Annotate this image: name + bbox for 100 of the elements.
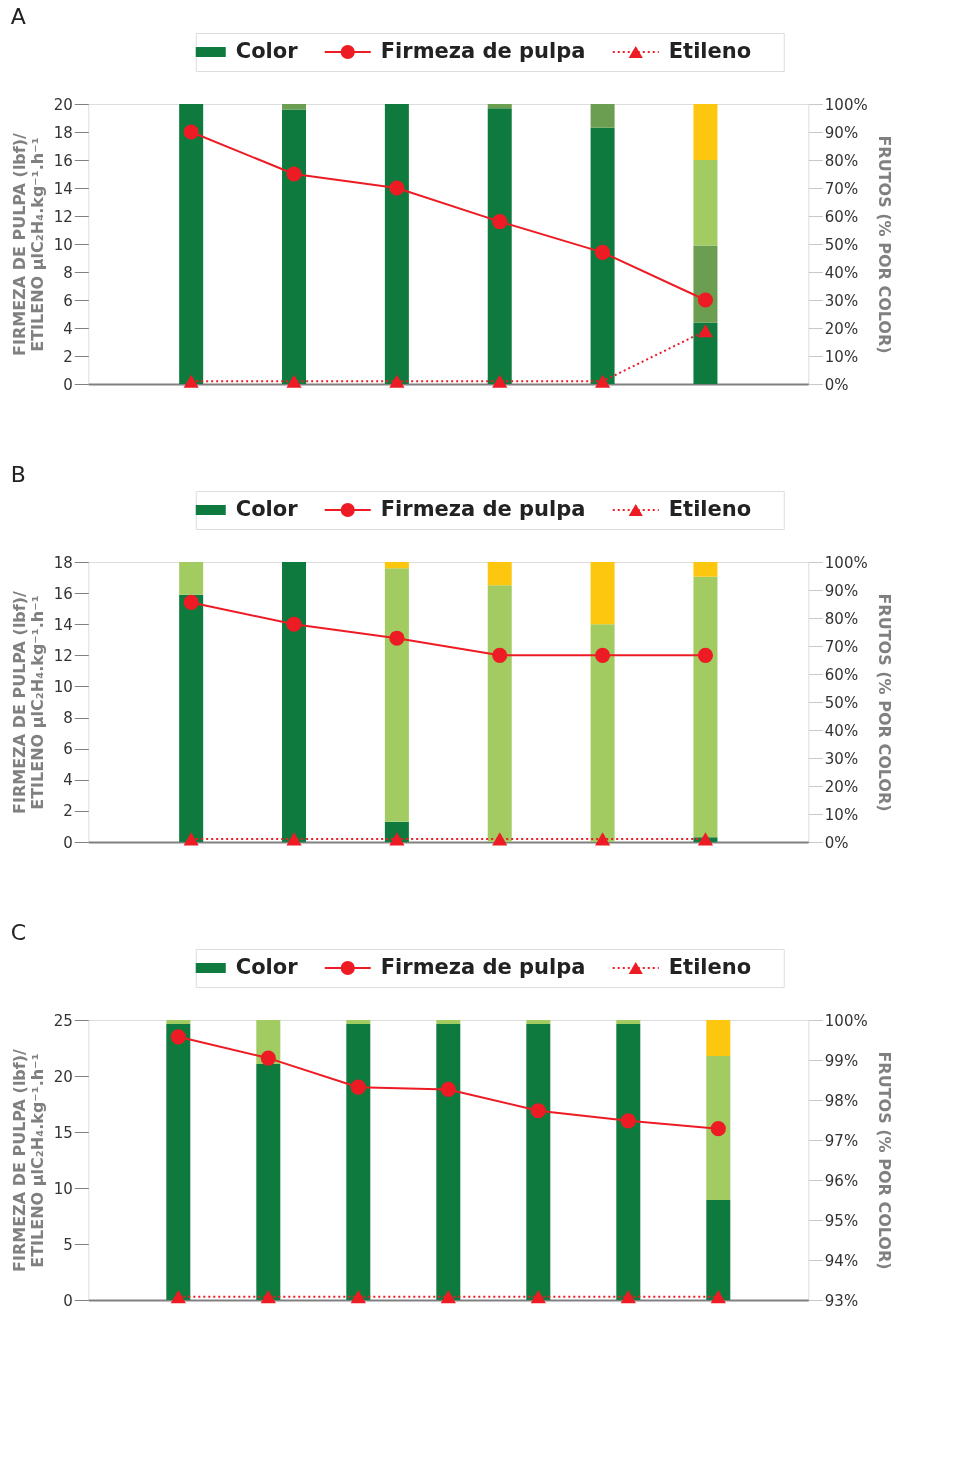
- y2-tick-label: 30%: [824, 749, 859, 768]
- legend-label: Firmeza de pulpa: [380, 955, 586, 979]
- legend-label: Color: [235, 955, 299, 979]
- y2-tick-label: 20%: [824, 777, 859, 796]
- bar: [166, 1024, 191, 1300]
- y-tick-label: 4: [63, 319, 73, 338]
- bar: [590, 104, 615, 128]
- y-tick-label: 16: [53, 151, 73, 170]
- point: [170, 1290, 186, 1304]
- point: [620, 1290, 636, 1304]
- y2-tick-label: 0%: [824, 833, 849, 852]
- point: [492, 647, 508, 663]
- bar: [693, 322, 718, 384]
- y-tick-label: 25: [53, 1011, 73, 1030]
- point: [697, 324, 714, 338]
- point: [183, 832, 199, 846]
- y-tick-label: 0: [63, 1291, 73, 1310]
- point: [286, 616, 302, 632]
- y2-tick-label: 20%: [824, 319, 859, 338]
- point: [595, 832, 611, 846]
- y2-axis-title: FRUTOS (% POR COLOR): [874, 593, 894, 812]
- point: [286, 374, 302, 388]
- bar: [706, 1020, 731, 1056]
- point: [492, 214, 508, 230]
- bar: [693, 160, 718, 246]
- point: [350, 1290, 366, 1304]
- bar: [693, 576, 718, 838]
- y2-tick-label: 100%: [824, 95, 868, 114]
- bar: [436, 1024, 461, 1300]
- y-tick-label: 2: [63, 802, 73, 821]
- y-tick-label: 12: [53, 646, 73, 665]
- point: [530, 1103, 546, 1119]
- y2-tick-label: 94%: [824, 1251, 859, 1270]
- legend-label: Firmeza de pulpa: [380, 39, 586, 63]
- y-tick-label: 10: [53, 677, 73, 696]
- point: [595, 374, 611, 388]
- legend-label: Color: [235, 497, 299, 521]
- y-tick-label: 8: [63, 263, 73, 282]
- y-tick-label: 2: [63, 347, 73, 366]
- point: [530, 1290, 546, 1304]
- y-tick-label: 6: [63, 291, 73, 310]
- bar: [590, 562, 615, 625]
- bar: [706, 1200, 731, 1300]
- point: [183, 374, 199, 388]
- bar: [487, 585, 512, 842]
- y2-tick-label: 30%: [824, 291, 859, 310]
- y-tick-label: 0: [63, 833, 73, 852]
- point: [389, 180, 405, 196]
- bar: [526, 1020, 551, 1024]
- bar: [693, 245, 718, 323]
- y2-axis-title: FRUTOS (% POR COLOR): [874, 1051, 894, 1270]
- y2-tick-label: 60%: [824, 665, 859, 684]
- bar: [179, 594, 204, 842]
- point: [260, 1050, 276, 1066]
- y2-tick-label: 100%: [824, 553, 868, 572]
- bar: [693, 562, 718, 577]
- y-tick-label: 10: [53, 235, 73, 254]
- bar: [346, 1024, 371, 1300]
- legend-label: Color: [235, 39, 299, 63]
- y2-tick-label: 100%: [824, 1011, 868, 1030]
- point: [697, 647, 714, 663]
- bar: [256, 1064, 281, 1300]
- y-tick-label: 14: [53, 615, 73, 634]
- chart-title: A: [10, 3, 26, 29]
- y-tick-label: 5: [63, 1235, 73, 1254]
- y-axis-title: FIRMEZA DE PULPA (lbf)/ ETILENO µlC₂H₄.kg⁻¹.h⁻¹: [9, 1048, 47, 1272]
- bar: [487, 562, 512, 586]
- y-tick-label: 4: [63, 771, 73, 790]
- y-tick-label: 18: [53, 123, 73, 142]
- point: [440, 1290, 456, 1304]
- y-tick-label: 20: [53, 1067, 73, 1086]
- point: [492, 832, 508, 846]
- bar: [590, 624, 615, 842]
- y-tick-label: 20: [53, 95, 73, 114]
- y2-tick-label: 80%: [824, 151, 859, 170]
- y-axis-title: FIRMEZA DE PULPA (lbf)/ ETILENO µlC₂H₄.kg⁻¹.h⁻¹: [9, 590, 47, 814]
- point: [595, 647, 611, 663]
- bar: [487, 108, 512, 384]
- bar: [179, 104, 204, 384]
- bar: [706, 1056, 731, 1200]
- y2-tick-label: 90%: [824, 581, 859, 600]
- y2-tick-label: 60%: [824, 207, 859, 226]
- y2-tick-label: 98%: [824, 1091, 859, 1110]
- legend-label: Etileno: [668, 497, 752, 521]
- point: [697, 292, 714, 308]
- bar: [179, 562, 204, 595]
- y-tick-label: 6: [63, 740, 73, 759]
- legend-label: Etileno: [668, 39, 752, 63]
- bar: [693, 104, 718, 160]
- y2-tick-label: 50%: [824, 235, 859, 254]
- y2-tick-label: 96%: [824, 1171, 859, 1190]
- bar: [282, 104, 307, 110]
- y2-tick-label: 97%: [824, 1131, 859, 1150]
- y-tick-label: 16: [53, 584, 73, 603]
- y2-tick-label: 0%: [824, 375, 849, 394]
- bar: [616, 1024, 641, 1300]
- y-tick-label: 8: [63, 709, 73, 728]
- bar: [282, 562, 307, 842]
- y2-tick-label: 99%: [824, 1051, 859, 1070]
- bar: [526, 1024, 551, 1300]
